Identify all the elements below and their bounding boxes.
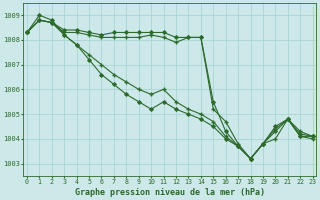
X-axis label: Graphe pression niveau de la mer (hPa): Graphe pression niveau de la mer (hPa) xyxy=(75,188,265,197)
